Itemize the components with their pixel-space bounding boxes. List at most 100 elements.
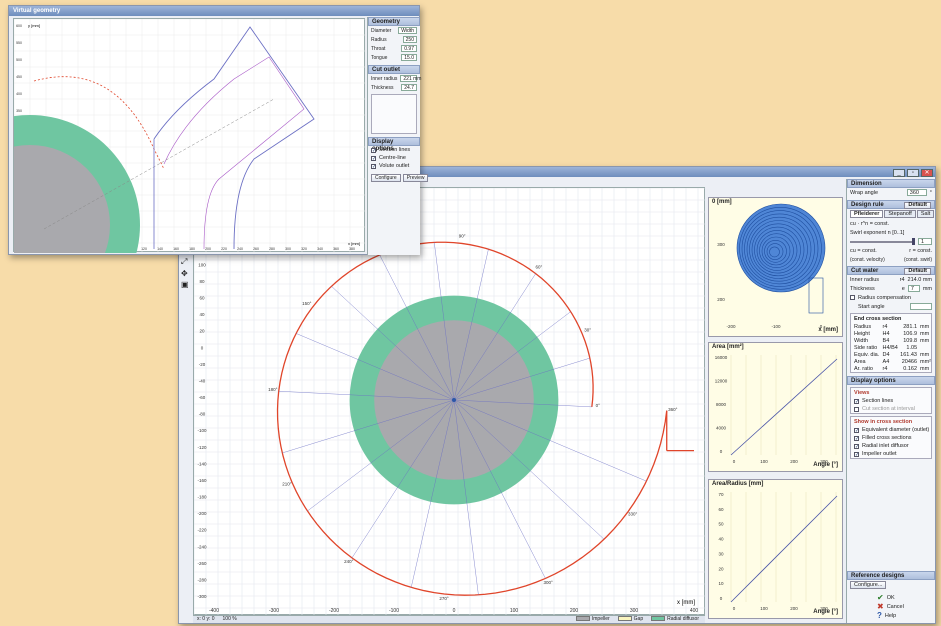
mini-x-tick: 0 (733, 459, 736, 464)
section-line (410, 399, 455, 588)
option-checkbox[interactable] (854, 406, 859, 412)
option-item[interactable]: ✓ Centre-line (368, 154, 420, 162)
configure-button[interactable]: Configure... (850, 581, 887, 589)
design-rule-default-button[interactable]: Default (904, 202, 931, 209)
end-row: Width B4 109.8 mm (851, 337, 931, 344)
section-contour (744, 213, 815, 285)
mini-series-line (730, 358, 838, 456)
option-checkbox[interactable]: ✓ (854, 443, 860, 450)
tab-stepanoff[interactable]: Stepanoff (884, 210, 916, 218)
close-button[interactable]: ✕ (921, 169, 933, 177)
cut-water-default-button[interactable]: Default (904, 268, 931, 275)
zoom-readout: 100 % (222, 616, 237, 622)
option-item[interactable]: ✓ Impeller outlet (851, 450, 931, 458)
exponent-slider[interactable] (850, 237, 915, 245)
back-geometry-header: Geometry (368, 17, 420, 26)
back-row-input[interactable]: 250 (402, 36, 417, 43)
mini-x-tick: 0 (733, 606, 736, 611)
y-tick-label: 60 (199, 296, 205, 301)
section-x-tick: -100 (771, 324, 781, 329)
option-item[interactable]: ✓ Equivalent diameter (outlet) (851, 426, 931, 434)
back-plot-svg: -200204060801001201401601802002202402602… (0, 18, 367, 335)
y-tick-label: 100 (198, 262, 206, 267)
volute-plot-svg: -400-300-200-100010020030040020018016014… (193, 187, 706, 616)
plot-status-bar: x: 0 y: 0 100 % Impeller Gap Radial diff… (193, 615, 705, 623)
back-row-input[interactable]: Width (398, 27, 417, 34)
end-row-value: 0.162 (903, 365, 917, 372)
option-checkbox[interactable]: ✓ (371, 155, 377, 162)
end-section-box: End cross section Radius r4 281.1 mm Height H… (850, 313, 932, 373)
y-tick-label: -240 (197, 544, 207, 549)
mini-y-tick: 4000 (716, 426, 727, 431)
mini-x-tick: 200 (790, 459, 798, 464)
exponent-input[interactable]: 1 (918, 238, 932, 245)
end-row-unit: mm (920, 337, 930, 344)
back-configure-button[interactable]: Configure (371, 173, 401, 182)
tab-pfleiderer[interactable]: Pfleiderer (850, 210, 884, 218)
tab-salt[interactable]: Salt (916, 210, 935, 218)
help-icon: ? (877, 611, 882, 620)
back-plot[interactable]: -200204060801001201401601802002202402602… (0, 18, 367, 335)
option-checkbox[interactable]: ✓ (854, 398, 860, 405)
formula-row: cu · r^n = const. (850, 220, 890, 227)
back-row-input[interactable]: 221 mm (400, 75, 421, 82)
back-x-tick: 340 (317, 247, 323, 251)
start-angle-input[interactable] (910, 303, 932, 310)
end-row-sym: r4 (882, 323, 888, 330)
ok-button[interactable]: ✔ OK (877, 593, 895, 602)
radius-comp-row[interactable]: Radius compensation (847, 293, 935, 302)
back-row-input[interactable]: 24.7 (401, 84, 417, 91)
radius-comp-checkbox[interactable] (850, 295, 855, 300)
back-inner-outline (163, 56, 305, 250)
main-plot[interactable]: -400-300-200-100010020030040020018016014… (193, 187, 706, 616)
back-row-input[interactable]: 15.0 (401, 54, 417, 61)
back-preview-button[interactable]: Preview (402, 173, 429, 182)
end-row: Side ratio H4/B4 1.05 (851, 344, 931, 351)
section-y-tick: 300 (717, 242, 725, 247)
option-item[interactable]: ✓ Section lines (368, 146, 420, 154)
zoom-icon[interactable]: ⤢ (181, 257, 188, 266)
wrap-angle-input[interactable]: 360 (906, 189, 927, 196)
section-y-tick: 200 (717, 297, 725, 302)
angle-label: 300° (544, 580, 554, 585)
dimension-header: Dimension (847, 179, 935, 188)
help-button[interactable]: ? Help (877, 611, 897, 620)
fit-icon[interactable]: ▣ (181, 280, 189, 289)
section-view-chart[interactable]: 0 [mm] 300 200 -200 -100 0 x [mm] (708, 197, 843, 337)
geometry-window: Virtual geometry -2002040608010012014016… (0, 5, 429, 335)
option-checkbox[interactable]: ✓ (854, 451, 860, 458)
section-contour (769, 246, 780, 258)
end-row-sym: D4 (882, 351, 890, 358)
end-row-label: Area (854, 358, 866, 365)
thickness-input[interactable]: 7 (907, 285, 920, 292)
back-row: Tongue 15.0 (368, 53, 420, 62)
option-checkbox[interactable]: ✓ (371, 147, 377, 154)
option-label: Cut section at interval (862, 406, 915, 412)
end-row-value: 109.8 (903, 337, 917, 344)
option-item[interactable]: ✓ Filled cross sections (851, 434, 931, 442)
area-radius-chart[interactable]: Area/Radius [mm] 70 60 50 40 30 20 10 0 0 100 200 3… (708, 479, 843, 619)
option-item[interactable]: ✓ Radial inlet diffusor (851, 442, 931, 450)
option-item[interactable]: ✓ Volute outlet (368, 162, 420, 170)
option-checkbox[interactable]: ✓ (854, 435, 860, 442)
option-item[interactable]: ✓ Section lines (851, 397, 931, 405)
angle-label: 150° (302, 301, 312, 306)
end-row-label: Equiv. dia. (854, 351, 880, 358)
cancel-button[interactable]: ✖ Cancel (877, 602, 904, 611)
minimize-button[interactable]: _ (893, 169, 905, 177)
section-line (307, 399, 455, 512)
restore-button[interactable]: ▫ (907, 169, 919, 177)
option-label: Section lines (862, 398, 894, 404)
design-rule-tabs: Pfleiderer Stepanoff Salt (847, 209, 935, 219)
end-row-sym: A4 (882, 358, 890, 365)
option-checkbox[interactable]: ✓ (371, 163, 377, 170)
y-tick-label: -220 (197, 528, 207, 533)
back-row-input[interactable]: 0.97 (401, 45, 417, 52)
option-item[interactable]: Cut section at interval (851, 405, 931, 413)
end-row-unit: mm (920, 365, 930, 372)
option-checkbox[interactable]: ✓ (854, 427, 860, 434)
y-tick-label: 80 (199, 279, 205, 284)
area-chart[interactable]: Area [mm²] 16000 12000 8000 4000 0 0 100 200 300… (708, 342, 843, 472)
pan-icon[interactable]: ✥ (181, 269, 188, 278)
back-row: Throat 0.97 (368, 44, 420, 53)
